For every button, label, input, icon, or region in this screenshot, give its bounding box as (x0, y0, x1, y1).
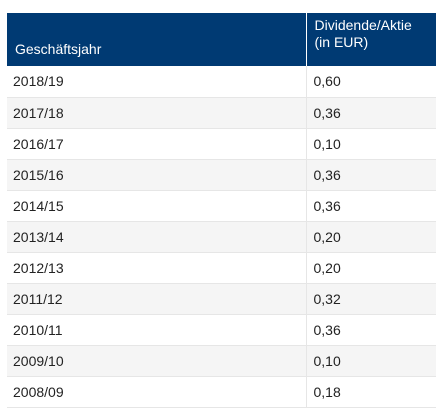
table-body: 2018/19 0,60 2017/18 0,36 2016/17 0,10 2015… (7, 66, 436, 408)
dividend-cell: 0,36 (305, 314, 436, 346)
table-row: 2009/10 0,10 (7, 345, 436, 377)
fiscal-year-cell: 2009/10 (7, 345, 306, 377)
dividend-cell: 0,36 (305, 190, 436, 222)
table-row: 2013/14 0,20 (7, 221, 436, 253)
fiscal-year-cell: 2013/14 (7, 221, 306, 253)
dividend-cell: 0,60 (305, 66, 436, 98)
dividend-cell: 0,10 (305, 345, 436, 377)
dividend-cell: 0,20 (305, 221, 436, 253)
fiscal-year-cell: 2008/09 (7, 376, 306, 408)
fiscal-year-cell: 2010/11 (7, 314, 306, 346)
header-fiscal-year: Geschäftsjahr (7, 13, 306, 66)
dividend-table-container: Geschäftsjahr Dividende/Aktie (in EUR) 2… (7, 13, 436, 408)
header-dividend-per-share: Dividende/Aktie (in EUR) (305, 13, 436, 66)
table-row: 2017/18 0,36 (7, 97, 436, 129)
table-row: 2018/19 0,60 (7, 66, 436, 98)
fiscal-year-cell: 2016/17 (7, 128, 306, 160)
fiscal-year-cell: 2015/16 (7, 159, 306, 191)
fiscal-year-cell: 2018/19 (7, 66, 306, 98)
dividend-cell: 0,36 (305, 159, 436, 191)
fiscal-year-cell: 2017/18 (7, 97, 306, 129)
table-row: 2016/17 0,10 (7, 128, 436, 160)
table-row: 2014/15 0,36 (7, 190, 436, 222)
header-dividend-line1: Dividende/Aktie (314, 17, 412, 33)
header-dividend-line2: (in EUR) (314, 34, 369, 50)
dividend-cell: 0,32 (305, 283, 436, 315)
dividend-table: Geschäftsjahr Dividende/Aktie (in EUR) 2… (7, 13, 436, 408)
dividend-cell: 0,10 (305, 128, 436, 160)
table-row: 2015/16 0,36 (7, 159, 436, 191)
fiscal-year-cell: 2014/15 (7, 190, 306, 222)
dividend-cell: 0,18 (305, 376, 436, 408)
header-row: Geschäftsjahr Dividende/Aktie (in EUR) (7, 13, 436, 66)
fiscal-year-cell: 2011/12 (7, 283, 306, 315)
table-row: 2010/11 0,36 (7, 314, 436, 346)
dividend-cell: 0,36 (305, 97, 436, 129)
table-header: Geschäftsjahr Dividende/Aktie (in EUR) (7, 13, 436, 66)
table-row: 2008/09 0,18 (7, 376, 436, 408)
table-row: 2012/13 0,20 (7, 252, 436, 284)
fiscal-year-cell: 2012/13 (7, 252, 306, 284)
table-row: 2011/12 0,32 (7, 283, 436, 315)
dividend-cell: 0,20 (305, 252, 436, 284)
